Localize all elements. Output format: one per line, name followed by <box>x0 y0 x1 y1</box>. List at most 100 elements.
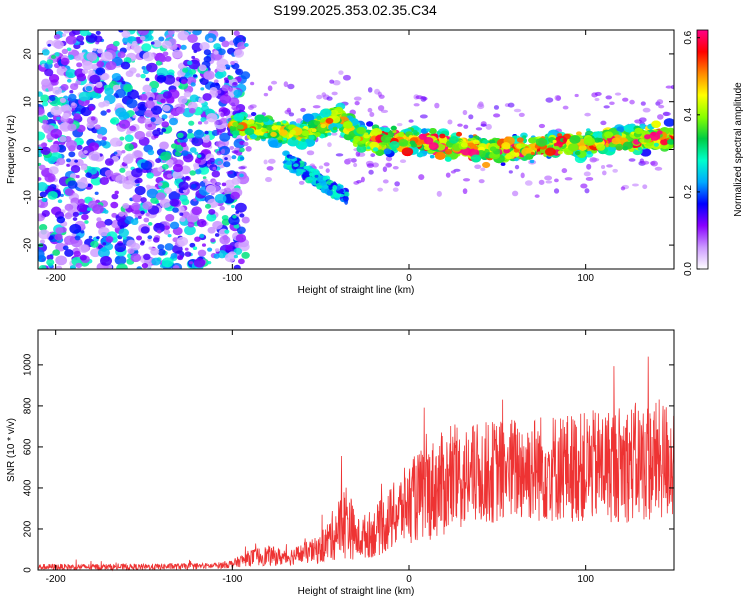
spectrogram-band-blob <box>262 116 270 122</box>
spectrogram-noise-blob <box>208 208 216 215</box>
spectrogram-faint-blob <box>591 158 600 162</box>
colorbar-tick-label: 0.6 <box>683 30 694 44</box>
snr-xtick-label: -200 <box>46 574 66 585</box>
spectrogram-noise-blob <box>180 142 187 148</box>
spectrogram-faint-blob <box>654 166 663 171</box>
spectrogram-noise-blob <box>145 132 152 137</box>
spectrogram-noise-blob <box>44 68 54 77</box>
snr-ytick-label: 400 <box>23 479 34 496</box>
spectrogram-noise-blob <box>141 43 152 52</box>
spectrogram-noise-blob <box>44 173 56 183</box>
spectrogram-noise-blob <box>223 161 231 168</box>
spectrogram-noise-blob <box>95 67 106 76</box>
spectrogram-noise-blob <box>203 55 212 63</box>
spectrogram-noise-blob <box>61 33 67 37</box>
spectrogram-band-blob <box>389 141 400 149</box>
spectrogram-faint-blob <box>220 112 225 118</box>
snr-ytick-label: 0 <box>23 567 34 573</box>
spectrogram-noise-blob <box>68 93 77 101</box>
spectrogram-noise-blob <box>46 59 54 65</box>
snr-series-line <box>37 356 675 572</box>
spectrogram-faint-blob <box>584 112 591 117</box>
spectrogram-noise-blob <box>115 107 127 118</box>
spectrogram-noise-blob <box>184 225 196 236</box>
spectrogram-band-blob <box>356 126 367 135</box>
spectrogram-band-blob <box>319 118 326 123</box>
spectrogram-noise-blob <box>134 179 140 184</box>
spectrogram-noise-blob <box>180 44 187 50</box>
spectrogram-noise-blob <box>103 209 109 214</box>
spectrogram-faint-blob <box>392 187 399 192</box>
spectrogram-faint-blob <box>394 181 400 187</box>
spectrogram-ytick-label: -10 <box>23 190 34 205</box>
spectrogram-noise-blob <box>161 114 168 120</box>
spectrogram-noise-blob <box>52 86 63 95</box>
spectrogram-noise-blob <box>240 71 251 80</box>
spectrogram-noise-blob <box>193 258 206 268</box>
spectrogram-noise-blob <box>38 164 46 171</box>
spectrogram-band-blob <box>229 125 236 131</box>
spectrogram-faint-blob <box>545 97 554 103</box>
spectrogram-band-blob <box>614 143 624 151</box>
spectrogram-faint-blob <box>232 82 238 86</box>
spectrogram-noise-blob <box>125 153 134 161</box>
spectrogram-noise-blob <box>212 166 217 171</box>
spectrogram-noise-blob <box>60 83 69 91</box>
snr-ytick-label: 1000 <box>23 353 34 376</box>
spectrogram-band-blob <box>470 154 482 163</box>
spectrogram-noise-blob <box>68 151 76 158</box>
spectrogram-noise-blob <box>127 89 139 100</box>
spectrogram-noise-blob <box>64 212 73 220</box>
spectrogram-noise-blob <box>65 139 78 150</box>
spectrogram-noise-blob <box>209 157 216 163</box>
spectrogram-faint-blob <box>475 127 483 131</box>
spectrogram-noise-blob <box>207 226 216 234</box>
spectrogram-noise-blob <box>42 119 49 125</box>
spectrogram-faint-blob <box>238 166 246 170</box>
spectrogram-noise-blob <box>95 82 103 88</box>
spectrogram-faint-blob <box>382 166 388 173</box>
spectrogram-noise-blob <box>88 151 101 161</box>
spectrogram-faint-blob <box>656 99 664 105</box>
spectrogram-faint-blob <box>377 105 385 111</box>
spectrogram-noise-blob <box>208 37 214 42</box>
spectrogram-noise-blob <box>67 123 77 132</box>
spectrogram-noise-blob <box>203 120 209 125</box>
spectrogram-noise-blob <box>48 74 60 83</box>
spectrogram-faint-blob <box>600 165 606 169</box>
spectrogram-faint-blob <box>385 156 393 162</box>
spectrogram-noise-blob <box>119 167 126 173</box>
spectrogram-noise-blob <box>112 40 120 47</box>
spectrogram-noise-blob <box>223 187 232 195</box>
spectrogram-noise-blob <box>216 69 227 78</box>
spectrogram-faint-blob <box>602 170 607 176</box>
spectrogram-noise-blob <box>162 104 171 112</box>
spectrogram-band-blob <box>503 148 511 154</box>
spectrogram-faint-blob <box>380 109 389 113</box>
spectrogram-band-blob <box>380 134 392 143</box>
spectrogram-noise-blob <box>127 174 135 181</box>
spectrogram-faint-blob <box>476 103 485 110</box>
spectrogram-band-blob <box>282 120 287 124</box>
spectrogram-noise-blob <box>62 112 70 120</box>
spectrogram-noise-blob <box>140 210 145 215</box>
spectrogram-noise-blob <box>188 120 195 126</box>
spectrogram-noise-blob <box>46 258 55 266</box>
spectrogram-noise-blob <box>192 246 198 251</box>
spectrogram-faint-blob <box>545 180 553 184</box>
spectrogram-band-blob <box>301 138 306 142</box>
spectrogram-noise-blob <box>157 248 166 256</box>
spectrogram-band-blob <box>314 132 321 137</box>
spectrogram-noise-blob <box>92 47 97 52</box>
spectrogram-noise-blob <box>207 260 212 265</box>
spectrogram-band-blob <box>375 149 384 156</box>
spectrogram-band-blob <box>622 146 629 151</box>
spectrogram-band-blob <box>429 154 435 159</box>
spectrogram-noise-blob <box>204 203 211 209</box>
spectrogram-noise-blob <box>42 101 49 107</box>
spectrogram-band-blob <box>308 135 315 140</box>
spectrogram-noise-blob <box>90 116 96 121</box>
spectrogram-ytick-label: 20 <box>23 48 34 60</box>
